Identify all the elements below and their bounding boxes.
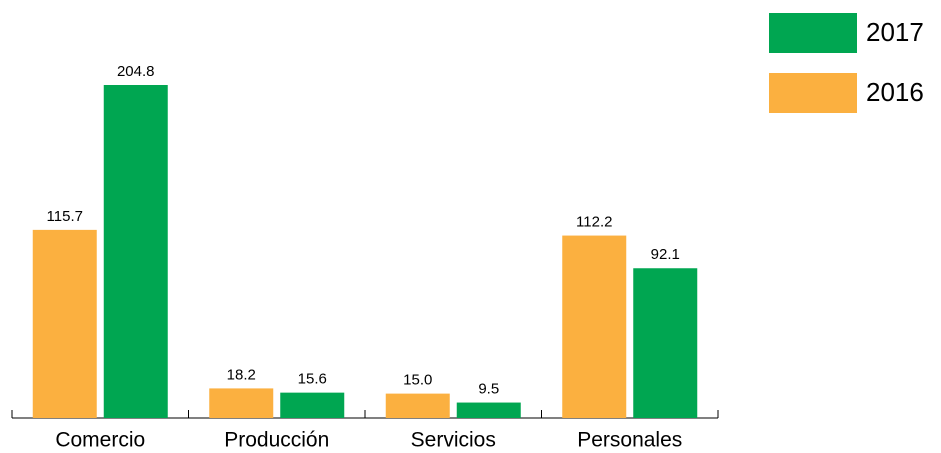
- x-tick-label: Personales: [577, 429, 682, 452]
- legend-label: 2016: [866, 77, 924, 107]
- data-label: 18.2: [227, 366, 256, 383]
- legend-swatch: [769, 13, 857, 53]
- bar: [456, 402, 521, 418]
- bar: [103, 85, 168, 418]
- bar: [280, 392, 345, 418]
- bar: [562, 235, 627, 418]
- x-tick-label: Producción: [224, 429, 329, 452]
- data-label: 9.5: [478, 381, 499, 398]
- bar: [209, 388, 274, 418]
- x-tick-label: Servicios: [411, 429, 496, 452]
- data-label: 115.7: [47, 208, 83, 225]
- bar: [32, 229, 97, 418]
- legend-swatch: [769, 73, 857, 113]
- data-label: 15.0: [403, 372, 432, 389]
- data-label: 204.8: [117, 63, 155, 80]
- data-label: 112.2: [576, 214, 612, 231]
- x-tick-label: Comercio: [55, 429, 145, 452]
- bar: [633, 268, 698, 418]
- data-label: 92.1: [651, 246, 680, 263]
- bar: [385, 393, 450, 418]
- data-label: 15.6: [298, 371, 327, 388]
- legend-label: 2017: [866, 17, 924, 47]
